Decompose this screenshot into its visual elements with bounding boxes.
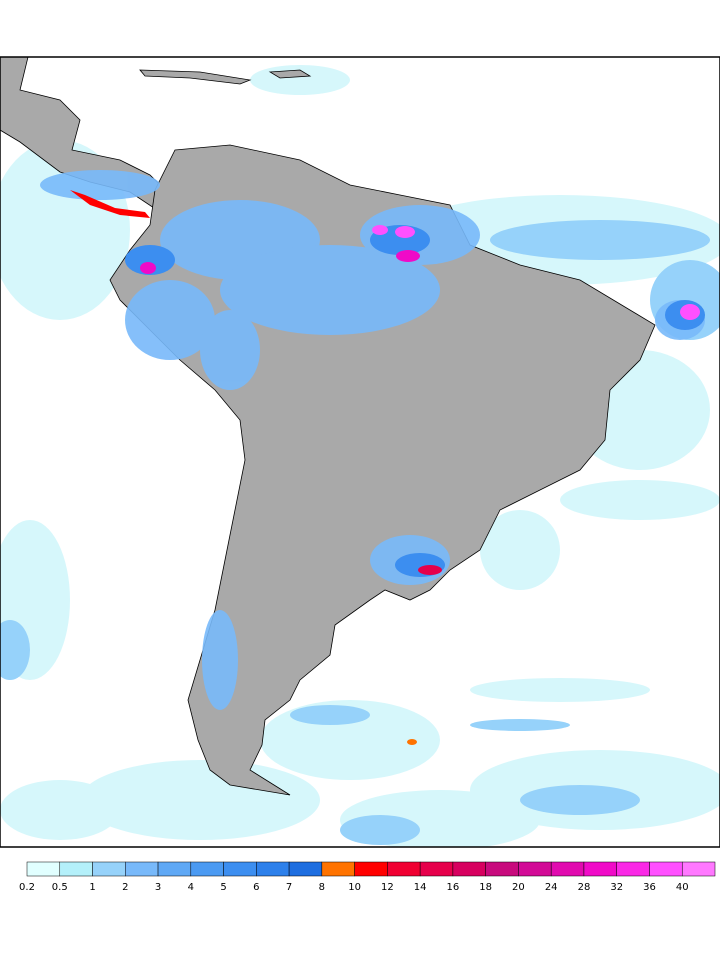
colorbar-label: 5 <box>220 882 226 893</box>
colorbar-label: 2 <box>122 882 128 893</box>
colorbar-swatch <box>583 861 617 877</box>
island <box>268 69 312 79</box>
colorbar: 0.2 0.5 1 2 3 4 5 6 7 8 10 12 14 16 18 20 24 28 32 36 40 <box>19 861 716 893</box>
colorbar-swatch <box>387 861 421 877</box>
colorbar-swatch <box>190 861 224 877</box>
island <box>139 69 252 85</box>
colorbar-swatch <box>419 861 454 877</box>
colorbar-label: 6 <box>253 882 259 893</box>
colorbar-label: 3 <box>155 882 161 893</box>
colorbar-label: 28 <box>578 882 591 893</box>
colorbar-label: 24 <box>545 882 558 893</box>
colorbar-swatch <box>288 861 323 877</box>
colorbar-swatch <box>125 861 159 877</box>
colorbar-swatch <box>223 861 257 877</box>
colorbar-label: 0.5 <box>52 882 68 893</box>
colorbar-label: 14 <box>414 882 427 893</box>
colorbar-label: 1 <box>89 882 95 893</box>
colorbar-label: 40 <box>676 882 689 893</box>
colorbar-swatch <box>59 861 93 877</box>
colorbar-label: 0.2 <box>19 882 35 893</box>
colorbar-label: 16 <box>447 882 460 893</box>
colorbar-swatch <box>518 861 552 877</box>
medium-precip <box>0 220 720 845</box>
colorbar-swatch <box>26 861 61 877</box>
colorbar-swatch <box>550 861 585 877</box>
colorbar-label: 36 <box>643 882 656 893</box>
colorbar-swatch <box>157 861 192 877</box>
colorbar-swatch <box>616 861 650 877</box>
colorbar-swatch <box>354 861 388 877</box>
colorbar-swatch <box>321 861 355 877</box>
colorbar-swatch <box>649 861 683 877</box>
colorbar-swatch <box>256 861 290 877</box>
map-frame <box>0 56 720 848</box>
colorbar-label: 20 <box>512 882 525 893</box>
colorbar-label: 18 <box>479 882 492 893</box>
colorbar-swatch <box>452 861 486 877</box>
colorbar-swatch <box>681 861 716 877</box>
colorbar-label: 10 <box>348 882 361 893</box>
colorbar-swatch <box>485 861 519 877</box>
colorbar-swatch <box>92 861 126 877</box>
map-area <box>0 57 720 847</box>
colorbar-label: 4 <box>188 882 194 893</box>
colorbar-label: 32 <box>610 882 623 893</box>
colorbar-label: 12 <box>381 882 394 893</box>
colorbar-label: 7 <box>286 882 292 893</box>
intense-precip <box>70 190 700 745</box>
colorbar-label: 8 <box>319 882 325 893</box>
